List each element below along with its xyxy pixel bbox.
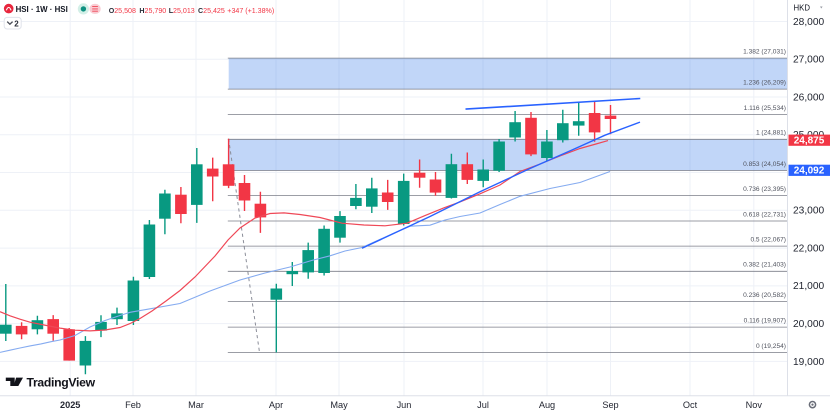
- svg-text:May: May: [330, 400, 348, 410]
- svg-text:24,875: 24,875: [794, 136, 825, 147]
- svg-text:Jun: Jun: [397, 400, 412, 410]
- svg-text:2: 2: [14, 19, 19, 28]
- svg-text:H25,790: H25,790: [139, 7, 166, 15]
- svg-text:0.5 (22,067): 0.5 (22,067): [750, 237, 786, 244]
- svg-text:0.236 (20,582): 0.236 (20,582): [743, 292, 786, 299]
- svg-text:TradingView: TradingView: [27, 375, 96, 389]
- svg-text:+347 (+1.38%): +347 (+1.38%): [227, 7, 274, 15]
- svg-text:C25,425: C25,425: [198, 7, 225, 15]
- svg-text:L25,013: L25,013: [169, 7, 195, 15]
- svg-text:HSI · 1W · HSI: HSI · 1W · HSI: [16, 5, 68, 14]
- svg-text:21,000: 21,000: [793, 281, 824, 292]
- svg-text:0.618 (22,731): 0.618 (22,731): [743, 211, 786, 218]
- svg-text:0.116 (19,907): 0.116 (19,907): [744, 318, 786, 325]
- svg-text:26,000: 26,000: [793, 92, 824, 103]
- svg-text:Feb: Feb: [125, 400, 141, 410]
- svg-text:1 (24,881): 1 (24,881): [756, 130, 786, 137]
- svg-text:O25,508: O25,508: [109, 7, 136, 15]
- svg-text:22,000: 22,000: [793, 244, 824, 255]
- svg-text:0.853 (24,054): 0.853 (24,054): [743, 161, 786, 168]
- svg-text:0.382 (21,403): 0.382 (21,403): [743, 262, 786, 269]
- svg-text:HKD: HKD: [794, 4, 811, 13]
- svg-text:0 (19,254): 0 (19,254): [756, 343, 786, 350]
- svg-text:19,000: 19,000: [793, 357, 824, 368]
- svg-text:20,000: 20,000: [793, 319, 824, 330]
- svg-text:2025: 2025: [60, 400, 80, 410]
- svg-text:1.382 (27,031): 1.382 (27,031): [743, 49, 786, 56]
- svg-text:Jul: Jul: [477, 400, 489, 410]
- svg-text:Apr: Apr: [269, 400, 283, 410]
- svg-text:27,000: 27,000: [793, 55, 824, 66]
- svg-text:Aug: Aug: [539, 400, 555, 410]
- svg-text:1.236 (26,209): 1.236 (26,209): [743, 80, 786, 87]
- svg-text:23,000: 23,000: [793, 206, 824, 217]
- svg-text:Mar: Mar: [188, 400, 204, 410]
- svg-text:Sep: Sep: [602, 400, 618, 410]
- svg-text:28,000: 28,000: [793, 17, 824, 28]
- svg-text:1.116 (25,534): 1.116 (25,534): [744, 105, 786, 112]
- svg-text:0.736 (23,395): 0.736 (23,395): [743, 186, 786, 193]
- svg-text:Oct: Oct: [683, 400, 698, 410]
- svg-text:24,092: 24,092: [794, 166, 825, 177]
- svg-text:Nov: Nov: [746, 400, 763, 410]
